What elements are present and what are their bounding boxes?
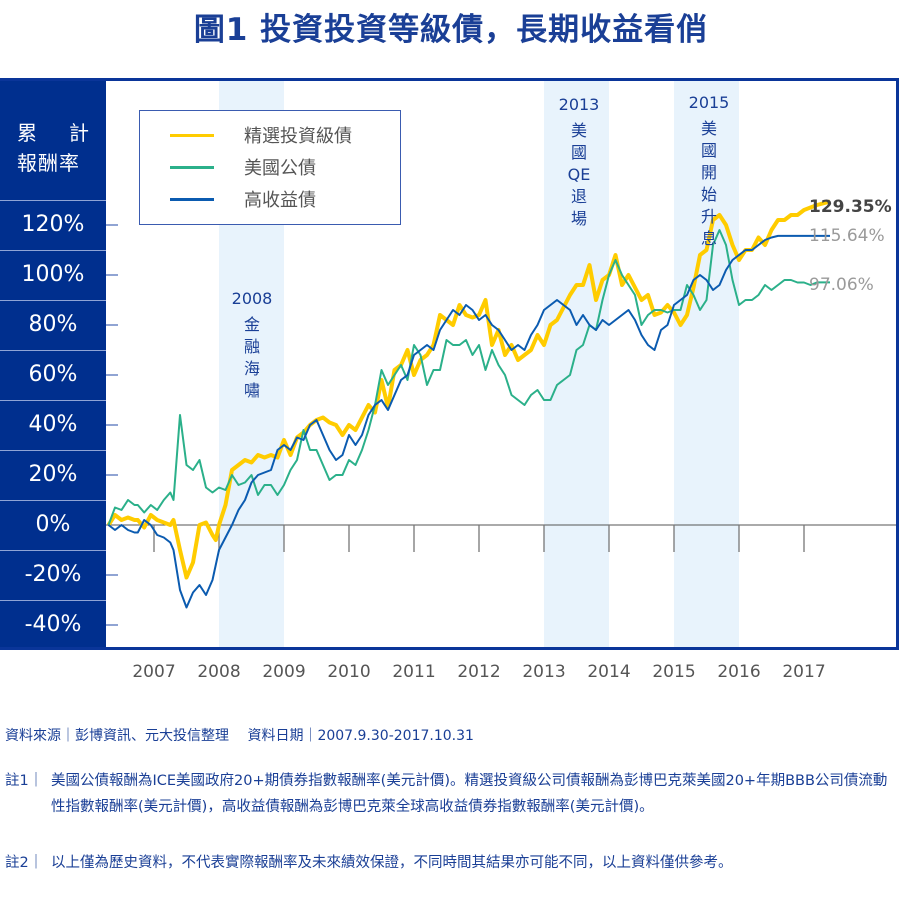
annotation-char: 融 <box>243 337 260 356</box>
legend-item: 美國公債 <box>170 153 316 181</box>
annotation-char: 美 <box>570 121 587 140</box>
x-tick-label: 2008 <box>197 662 241 682</box>
annotation-year: 2013 <box>558 95 600 114</box>
legend: 精選投資級債 美國公債 高收益債 <box>139 110 401 225</box>
note-1-body: 美國公債報酬為ICE美國政府20+期債券指數報酬率(美元計價)。精選投資級公司債… <box>51 773 888 815</box>
chart-frame-top <box>0 78 899 81</box>
y-tick-label: 0% <box>0 500 106 549</box>
annotation-char: 金 <box>243 315 260 334</box>
y-tick-label: 80% <box>0 300 106 349</box>
chart-frame-bottom <box>0 647 899 650</box>
note-2: 註2｜ 以上僅為歷史資料，不代表實際報酬率及未來績效保證，不同時間其結果亦可能不… <box>5 850 891 876</box>
annotation-char: 場 <box>570 209 587 228</box>
legend-swatch-yellow <box>170 133 214 137</box>
shaded-period <box>544 81 609 647</box>
x-tick-label: 2014 <box>587 662 631 682</box>
legend-item: 精選投資級債 <box>170 121 352 149</box>
legend-item: 高收益債 <box>170 185 316 213</box>
y-axis-title-char2: 計 <box>69 121 89 145</box>
y-tick-label: 120% <box>0 200 106 249</box>
note-2-tag: 註2｜ <box>5 855 44 871</box>
annotation-year: 2008 <box>231 289 273 308</box>
chart-svg <box>80 81 896 647</box>
legend-label: 精選投資級債 <box>244 126 352 147</box>
legend-swatch-blue <box>170 197 214 201</box>
x-tick-label: 2012 <box>457 662 501 682</box>
end-label-treasury: 97.06% <box>809 275 874 295</box>
x-tick-label: 2007 <box>132 662 176 682</box>
shaded-period <box>674 81 739 647</box>
y-axis-title-char1: 累 <box>17 121 37 145</box>
annotation-2008: 2008 金 融 海 嘯 <box>222 288 282 402</box>
x-tick-label: 2015 <box>652 662 696 682</box>
y-tick-label: 60% <box>0 350 106 399</box>
annotation-char: 升 <box>700 207 717 226</box>
y-axis-panel <box>0 81 106 647</box>
annotation-char: 息 <box>700 229 717 248</box>
annotation-char: QE <box>567 165 591 184</box>
x-tick-label: 2010 <box>327 662 371 682</box>
annotation-text: 金 融 海 嘯 <box>222 314 282 402</box>
annotation-char: 國 <box>570 143 587 162</box>
end-label-investment-grade: 129.35% <box>809 197 892 217</box>
legend-label: 高收益債 <box>244 190 316 211</box>
annotation-char: 開 <box>700 163 717 182</box>
annotation-char: 海 <box>243 359 260 378</box>
x-tick-label: 2011 <box>392 662 436 682</box>
y-tick-label: -40% <box>0 600 106 649</box>
x-tick-label: 2013 <box>522 662 566 682</box>
note-2-body: 以上僅為歷史資料，不代表實際報酬率及未來績效保證，不同時間其結果亦可能不同，以上… <box>51 855 733 871</box>
annotation-2013: 2013 美 國 QE 退 場 <box>548 94 610 230</box>
y-axis-title: 累 計 報酬率 <box>0 118 106 178</box>
legend-swatch-green <box>170 165 214 169</box>
series-line <box>107 229 830 526</box>
note-1-tag: 註1｜ <box>5 773 44 789</box>
end-label-high-yield: 115.64% <box>809 226 885 246</box>
y-axis-title-line2: 報酬率 <box>17 151 80 175</box>
annotation-text: 美 國 開 始 升 息 <box>678 118 740 250</box>
annotation-char: 始 <box>700 185 717 204</box>
annotation-2015: 2015 美 國 開 始 升 息 <box>678 92 740 250</box>
y-tick-label: 100% <box>0 250 106 299</box>
source-line: 資料來源｜彭博資訊、元大投信整理 資料日期｜2007.9.30-2017.10.… <box>5 728 474 744</box>
series-line <box>107 234 830 609</box>
x-tick-label: 2009 <box>262 662 306 682</box>
legend-label: 美國公債 <box>244 158 316 179</box>
series-line <box>106 199 831 580</box>
annotation-year: 2015 <box>688 93 730 112</box>
note-1: 註1｜ 美國公債報酬為ICE美國政府20+期債券指數報酬率(美元計價)。精選投資… <box>5 768 891 820</box>
y-tick-label: 40% <box>0 400 106 449</box>
y-tick-label: -20% <box>0 550 106 599</box>
page-title: 圖1 投資投資等級債，長期收益看俏 <box>193 12 709 48</box>
annotation-char: 退 <box>570 187 587 206</box>
x-tick-label: 2016 <box>717 662 761 682</box>
annotation-text: 美 國 QE 退 場 <box>548 120 610 230</box>
y-tick-label: 20% <box>0 450 106 499</box>
x-tick-label: 2017 <box>782 662 826 682</box>
annotation-char: 國 <box>700 141 717 160</box>
chart-frame-right <box>896 78 899 650</box>
annotation-char: 美 <box>700 119 717 138</box>
annotation-char: 嘯 <box>243 381 260 400</box>
